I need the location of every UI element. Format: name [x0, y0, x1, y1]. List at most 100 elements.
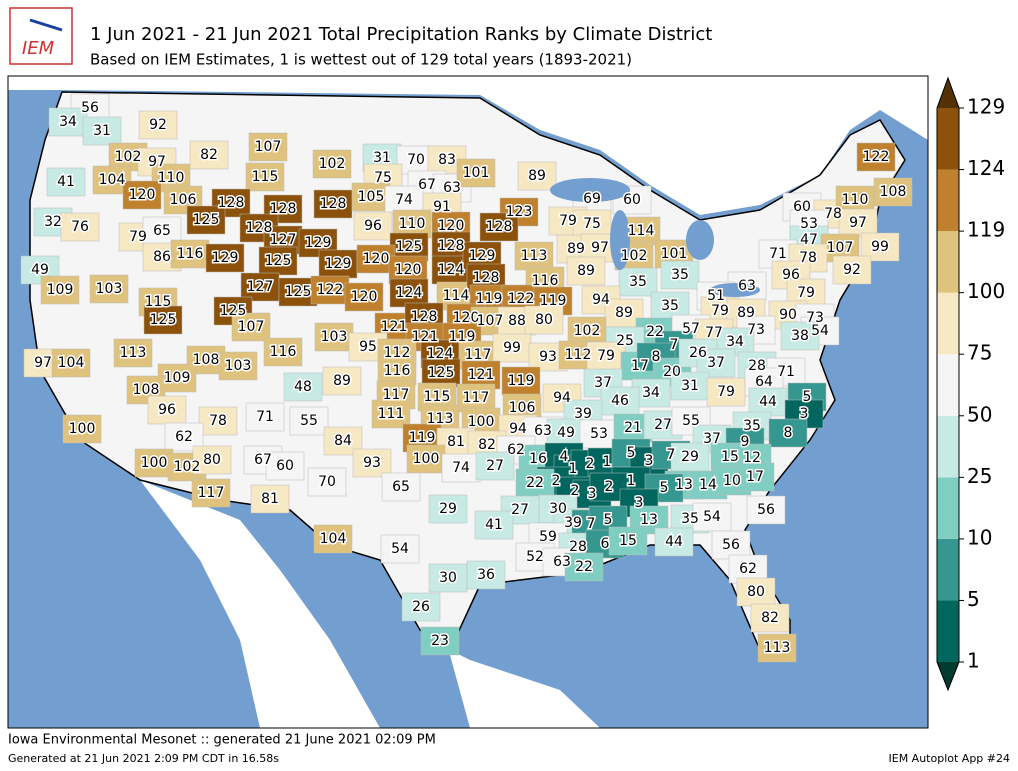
district-patch [572, 209, 612, 239]
district-rank: 8 [652, 349, 661, 365]
district-rank: 93 [363, 455, 381, 471]
district-rank: 2 [552, 473, 561, 489]
district-rank: 125 [285, 284, 312, 300]
district-rank: 82 [761, 610, 779, 626]
district-rank: 125 [220, 303, 247, 319]
district-patch [20, 255, 60, 285]
district-patch [401, 592, 441, 622]
district-rank: 63 [553, 554, 571, 570]
district-rank: 128 [473, 270, 500, 286]
district-rank: 55 [300, 413, 318, 429]
district-rank: 116 [532, 273, 559, 289]
district-rank: 27 [654, 417, 672, 433]
district-patch [380, 534, 420, 564]
colorbar-segment [937, 477, 959, 539]
district-rank: 6 [601, 536, 610, 552]
district-rank: 51 [707, 288, 725, 304]
district-rank: 117 [465, 347, 492, 363]
district-rank: 52 [526, 549, 544, 565]
district-rank: 80 [747, 584, 765, 600]
district-rank: 125 [150, 312, 177, 328]
district-rank: 113 [521, 248, 548, 264]
district-rank: 79 [711, 303, 729, 319]
lake-michigan [610, 210, 630, 270]
district-rank: 5 [627, 445, 636, 461]
district-patch [456, 158, 496, 188]
colorbar-tick-label: 124 [967, 156, 1005, 180]
district-rank: 121 [468, 367, 495, 383]
lake-huron [686, 220, 714, 260]
district-rank: 101 [661, 246, 688, 262]
district-patch [421, 358, 461, 388]
district-patch [750, 603, 790, 633]
district-patch [492, 333, 532, 363]
district-rank: 102 [574, 323, 601, 339]
district-patch [654, 527, 694, 557]
district-patch [748, 387, 788, 417]
district-rank: 64 [755, 374, 773, 390]
district-rank: 103 [321, 329, 348, 345]
district-patch [231, 312, 271, 342]
district-rank: 122 [508, 291, 535, 307]
district-rank: 48 [294, 379, 312, 395]
district-rank: 31 [93, 123, 111, 139]
district-rank: 34 [642, 385, 660, 401]
district-rank: 12 [743, 450, 761, 466]
district-patch [524, 305, 564, 335]
lake-erie [710, 283, 760, 297]
district-rank: 37 [594, 375, 612, 391]
district-rank: 115 [252, 169, 279, 185]
district-rank: 112 [565, 347, 592, 363]
district-patch [351, 182, 391, 212]
district-rank: 121 [381, 319, 408, 335]
footer-app: IEM Autoplot App #24 [889, 752, 1011, 765]
district-patch [428, 563, 468, 593]
district-rank: 9 [741, 434, 750, 450]
district-patch [205, 243, 245, 273]
district-rank: 14 [699, 477, 717, 493]
district-rank: 129 [325, 256, 352, 272]
district-rank: 54 [703, 509, 721, 525]
district-rank: 41 [57, 174, 75, 190]
district-rank: 1 [627, 473, 636, 489]
district-rank: 41 [485, 517, 503, 533]
district-rank: 99 [871, 239, 889, 255]
district-patch [757, 633, 797, 663]
footer-generated: Iowa Environmental Mesonet :: generated … [8, 733, 436, 748]
colorbar-tick-label: 10 [967, 525, 992, 549]
colorbar-tick-label: 1 [967, 649, 980, 673]
district-patch [192, 445, 232, 475]
district-rank: 62 [175, 429, 193, 445]
logo-icon [29, 18, 63, 32]
district-rank: 97 [849, 215, 867, 231]
district-rank: 106 [170, 192, 197, 208]
district-rank: 23 [431, 633, 449, 649]
district-rank: 71 [256, 409, 274, 425]
district-rank: 120 [363, 251, 390, 267]
logo-text: IEM [22, 38, 55, 59]
district-rank: 10 [723, 473, 741, 489]
district-rank: 28 [748, 358, 766, 374]
colorbar-tick-label: 75 [967, 341, 992, 365]
district-patch [250, 484, 290, 514]
district-patch [314, 322, 354, 352]
district-rank: 25 [616, 333, 634, 349]
district-rank: 53 [800, 216, 818, 232]
district-patch [352, 448, 392, 478]
district-rank: 116 [270, 344, 297, 360]
district-rank: 79 [129, 229, 147, 245]
district-rank: 36 [477, 567, 495, 583]
district-rank: 124 [427, 346, 454, 362]
district-rank: 102 [115, 149, 142, 165]
district-patch [780, 321, 820, 351]
district-patch [51, 348, 91, 378]
district-rank: 15 [721, 449, 739, 465]
footer-timing: Generated at 21 Jun 2021 2:09 PM CDT in … [8, 752, 279, 765]
district-rank: 31 [681, 378, 699, 394]
district-rank: 20 [663, 364, 681, 380]
district-rank: 92 [843, 262, 861, 278]
district-rank: 79 [797, 285, 815, 301]
title: 1 Jun 2021 - 21 Jun 2021 Total Precipita… [90, 24, 712, 45]
colorbar-tick-label: 129 [967, 95, 1005, 119]
